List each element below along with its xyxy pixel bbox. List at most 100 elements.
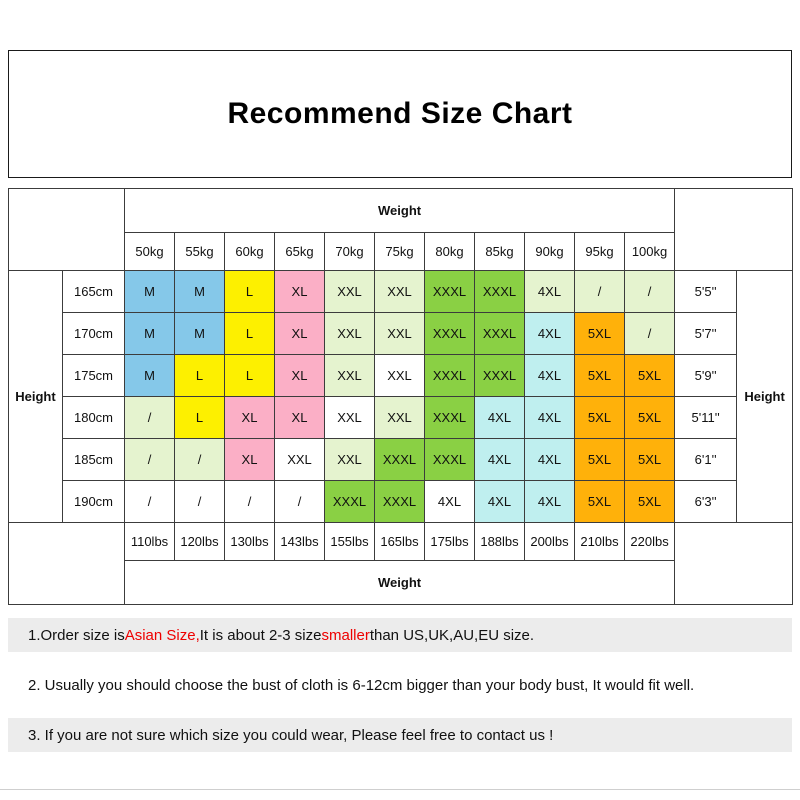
- size-cell: /: [623, 312, 676, 355]
- weight-kg-header: 65kg: [274, 232, 325, 271]
- height-ft-label: 6'1'': [674, 438, 738, 481]
- size-cell: XL: [274, 270, 325, 313]
- size-cell: XXL: [374, 270, 425, 313]
- size-cell: 5XL: [623, 354, 676, 397]
- height-cm-label: 165cm: [62, 270, 125, 313]
- size-cell: XXL: [324, 354, 375, 397]
- note-text: 1.Order size is: [28, 626, 125, 644]
- corner-top-right: [674, 188, 794, 271]
- size-cell: M: [174, 312, 225, 355]
- size-cell: L: [224, 312, 275, 355]
- note-text: than US,UK,AU,EU size.: [369, 626, 535, 644]
- weight-lbs-header: 155lbs: [324, 522, 375, 561]
- size-cell: XXXL: [474, 270, 525, 313]
- size-cell: 4XL: [524, 480, 575, 523]
- size-cell: XXXL: [424, 438, 475, 481]
- size-cell: XL: [224, 438, 275, 481]
- weight-header-top: Weight: [123, 188, 676, 233]
- size-cell: /: [124, 396, 175, 439]
- note-text: It is about 2-3 size: [199, 626, 322, 644]
- size-cell: XL: [224, 396, 275, 439]
- weight-kg-header: 70kg: [324, 232, 375, 271]
- size-cell: M: [124, 270, 175, 313]
- size-cell: /: [623, 270, 676, 313]
- weight-kg-header: 90kg: [524, 232, 575, 271]
- size-cell: 5XL: [574, 480, 625, 523]
- weight-kg-header: 75kg: [374, 232, 425, 271]
- size-cell: /: [574, 270, 625, 313]
- size-cell: XXXL: [474, 312, 525, 355]
- weight-lbs-header: 200lbs: [524, 522, 575, 561]
- size-cell: 4XL: [424, 480, 475, 523]
- size-cell: XXL: [374, 396, 425, 439]
- corner-bottom-right: [674, 522, 794, 605]
- height-label-right: Height: [736, 270, 794, 523]
- size-cell: XXL: [374, 312, 425, 355]
- note-text: 2. Usually you should choose the bust of…: [28, 676, 695, 694]
- size-cell: /: [174, 438, 225, 481]
- size-cell: XXL: [374, 354, 425, 397]
- height-ft-label: 6'3'': [674, 480, 738, 523]
- note-line-2: 2. Usually you should choose the bust of…: [8, 668, 792, 702]
- height-cm-label: 190cm: [62, 480, 125, 523]
- weight-lbs-header: 188lbs: [474, 522, 525, 561]
- size-cell: L: [224, 354, 275, 397]
- size-cell: XXXL: [424, 354, 475, 397]
- size-cell: 4XL: [474, 438, 525, 481]
- size-cell: XXXL: [424, 396, 475, 439]
- height-label-left: Height: [8, 270, 63, 523]
- weight-lbs-header: 165lbs: [374, 522, 425, 561]
- size-chart-table-body: Weight 50kg 55kg 60kg 65kg 70kg 75kg 80kg 85kg 90…: [8, 188, 794, 605]
- size-cell: 4XL: [474, 396, 525, 439]
- size-cell: 4XL: [524, 312, 575, 355]
- page-title: Recommend Size Chart: [227, 97, 573, 130]
- weight-lbs-header: 120lbs: [174, 522, 225, 561]
- size-cell: 4XL: [524, 270, 575, 313]
- weight-kg-header: 55kg: [174, 232, 225, 271]
- height-ft-label: 5'7'': [674, 312, 738, 355]
- size-cell: /: [124, 480, 175, 523]
- note-text-highlight: smaller: [321, 626, 370, 644]
- weight-kg-header: 80kg: [424, 232, 475, 271]
- notes-section: 1.Order size is Asian Size, It is about …: [8, 618, 792, 768]
- size-cell: 5XL: [623, 480, 676, 523]
- height-cm-label: 185cm: [62, 438, 125, 481]
- size-cell: XXL: [324, 396, 375, 439]
- note-line-3: 3. If you are not sure which size you co…: [8, 718, 792, 752]
- size-cell: XXXL: [474, 354, 525, 397]
- size-cell: M: [124, 354, 175, 397]
- height-cm-label: 170cm: [62, 312, 125, 355]
- size-cell: XL: [274, 354, 325, 397]
- size-cell: XXXL: [424, 312, 475, 355]
- corner-bottom-left: [8, 522, 125, 605]
- note-text-highlight: Asian Size,: [124, 626, 200, 644]
- size-cell: L: [174, 396, 225, 439]
- weight-lbs-header: 210lbs: [574, 522, 625, 561]
- note-line-1: 1.Order size is Asian Size, It is about …: [8, 618, 792, 652]
- weight-kg-header: 50kg: [124, 232, 175, 271]
- size-cell: XXXL: [374, 480, 425, 523]
- size-cell: /: [224, 480, 275, 523]
- size-cell: 5XL: [574, 396, 625, 439]
- weight-kg-header: 100kg: [623, 232, 676, 271]
- weight-lbs-header: 130lbs: [224, 522, 275, 561]
- weight-header-bottom: Weight: [123, 560, 676, 605]
- size-cell: /: [124, 438, 175, 481]
- size-cell: 4XL: [524, 438, 575, 481]
- height-ft-label: 5'5'': [674, 270, 738, 313]
- height-cm-label: 175cm: [62, 354, 125, 397]
- size-cell: XXL: [324, 270, 375, 313]
- size-chart-table: Weight 50kg 55kg 60kg 65kg 70kg 75kg 80kg 85kg 90…: [8, 188, 794, 605]
- weight-lbs-header: 175lbs: [424, 522, 475, 561]
- size-cell: 4XL: [474, 480, 525, 523]
- weight-kg-header: 85kg: [474, 232, 525, 271]
- corner-top-left: [8, 188, 125, 271]
- size-cell: 4XL: [524, 354, 575, 397]
- height-cm-label: 180cm: [62, 396, 125, 439]
- size-cell: XXL: [274, 438, 325, 481]
- size-cell: XXXL: [424, 270, 475, 313]
- weight-lbs-header: 143lbs: [274, 522, 325, 561]
- height-ft-label: 5'9'': [674, 354, 738, 397]
- size-cell: 4XL: [524, 396, 575, 439]
